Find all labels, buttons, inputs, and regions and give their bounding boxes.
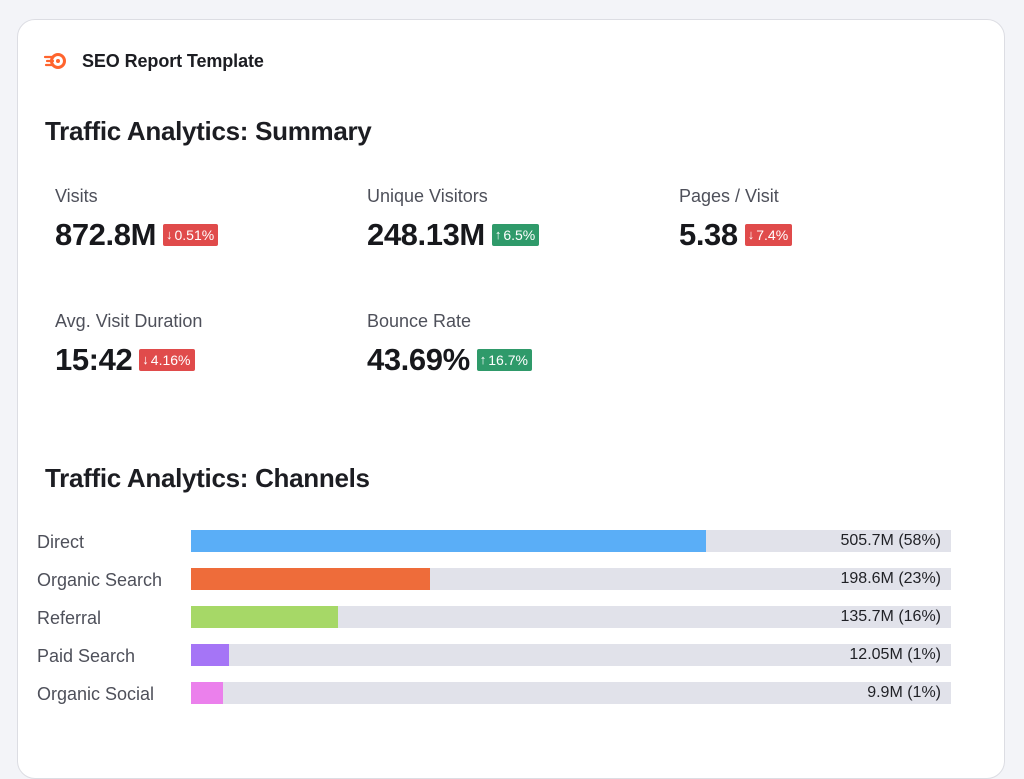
- channel-label: Organic Social: [37, 684, 155, 704]
- channel-row-paid-search: Paid Search 12.05M (1%): [37, 644, 967, 666]
- channel-value: 135.7M (16%): [840, 608, 942, 625]
- channel-bar: [191, 682, 223, 704]
- change-value: 16.7%: [488, 352, 528, 368]
- metric-label: Unique Visitors: [367, 186, 488, 206]
- channel-label: Paid Search: [37, 646, 136, 666]
- channel-value: 9.9M (1%): [867, 684, 941, 701]
- channel-label: Direct: [37, 532, 85, 552]
- channel-bar-track: 12.05M (1%): [191, 644, 951, 666]
- change-value: 6.5%: [503, 227, 536, 243]
- channel-bar-track: 135.7M (16%): [191, 606, 951, 628]
- report-title: SEO Report Template: [82, 50, 264, 71]
- metric-avg-visit-duration: Avg. Visit Duration 15:42 ↓ 4.16%: [55, 311, 202, 378]
- change-value: 4.16%: [150, 352, 191, 368]
- channel-label: Referral: [37, 608, 102, 628]
- channel-value: 198.6M (23%): [840, 570, 942, 587]
- metric-label: Avg. Visit Duration: [55, 311, 203, 331]
- change-badge: ↓ 0.51%: [163, 224, 219, 246]
- metric-value: 5.38: [679, 217, 738, 252]
- metric-value: 15:42: [55, 342, 133, 377]
- channel-row-organic-social: Organic Social 9.9M (1%): [37, 682, 967, 704]
- metric-value: 43.69%: [367, 342, 470, 377]
- change-value: 0.51%: [174, 227, 215, 243]
- metric-bounce-rate: Bounce Rate 43.69% ↑ 16.7%: [367, 311, 532, 378]
- channel-bar-track: 9.9M (1%): [191, 682, 951, 704]
- channel-bar: [191, 644, 229, 666]
- arrow-down-icon: ↓: [747, 227, 755, 242]
- metric-pages-per-visit: Pages / Visit 5.38 ↓ 7.4%: [679, 186, 793, 253]
- channel-value: 505.7M (58%): [840, 532, 942, 549]
- report-header: SEO Report Template: [42, 48, 264, 74]
- channel-row-organic-search: Organic Search 198.6M (23%): [37, 568, 967, 590]
- change-value: 7.4%: [756, 227, 789, 243]
- change-badge: ↓ 7.4%: [744, 224, 793, 246]
- change-badge: ↑ 6.5%: [491, 224, 540, 246]
- arrow-down-icon: ↓: [142, 352, 149, 367]
- semrush-logo-icon: [42, 48, 68, 74]
- metric-label: Bounce Rate: [367, 311, 472, 331]
- channel-bar: [191, 530, 707, 552]
- metric-label: Visits: [55, 186, 98, 206]
- channel-bar: [191, 568, 431, 590]
- arrow-up-icon: ↑: [479, 352, 487, 367]
- summary-section-title: Traffic Analytics: Summary: [45, 116, 372, 146]
- metric-label: Pages / Visit: [679, 186, 779, 206]
- metric-visits: Visits 872.8M ↓ 0.51%: [55, 186, 219, 253]
- channel-row-referral: Referral 135.7M (16%): [37, 606, 967, 628]
- channel-bar: [191, 606, 339, 628]
- metric-value: 872.8M: [55, 217, 156, 252]
- change-badge: ↑ 16.7%: [476, 349, 532, 371]
- channel-bar-track: 505.7M (58%): [191, 530, 951, 552]
- metric-unique-visitors: Unique Visitors 248.13M ↑ 6.5%: [367, 186, 540, 253]
- channels-section-title: Traffic Analytics: Channels: [45, 463, 370, 493]
- metric-value: 248.13M: [367, 217, 485, 252]
- channel-value: 12.05M (1%): [849, 646, 941, 663]
- channel-row-direct: Direct 505.7M (58%): [37, 530, 967, 552]
- channel-bar-track: 198.6M (23%): [191, 568, 951, 590]
- arrow-down-icon: ↓: [166, 227, 173, 242]
- channel-label: Organic Search: [37, 570, 163, 590]
- change-badge: ↓ 4.16%: [139, 349, 195, 371]
- arrow-up-icon: ↑: [494, 227, 502, 242]
